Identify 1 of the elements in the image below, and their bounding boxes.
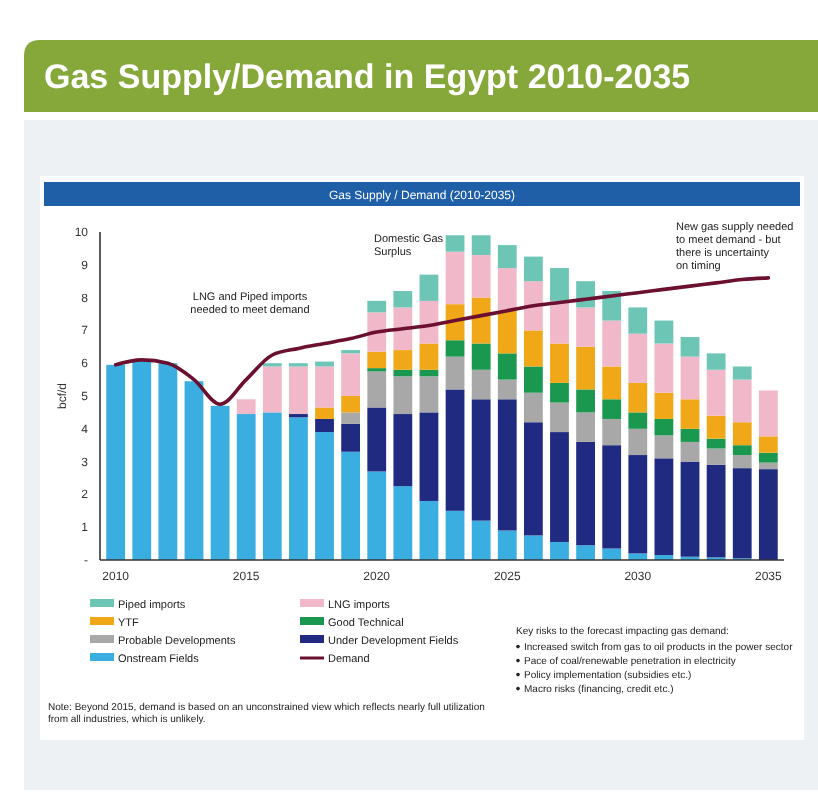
chart-title: Gas Supply/Demand in Egypt 2010-2035 xyxy=(44,58,691,96)
